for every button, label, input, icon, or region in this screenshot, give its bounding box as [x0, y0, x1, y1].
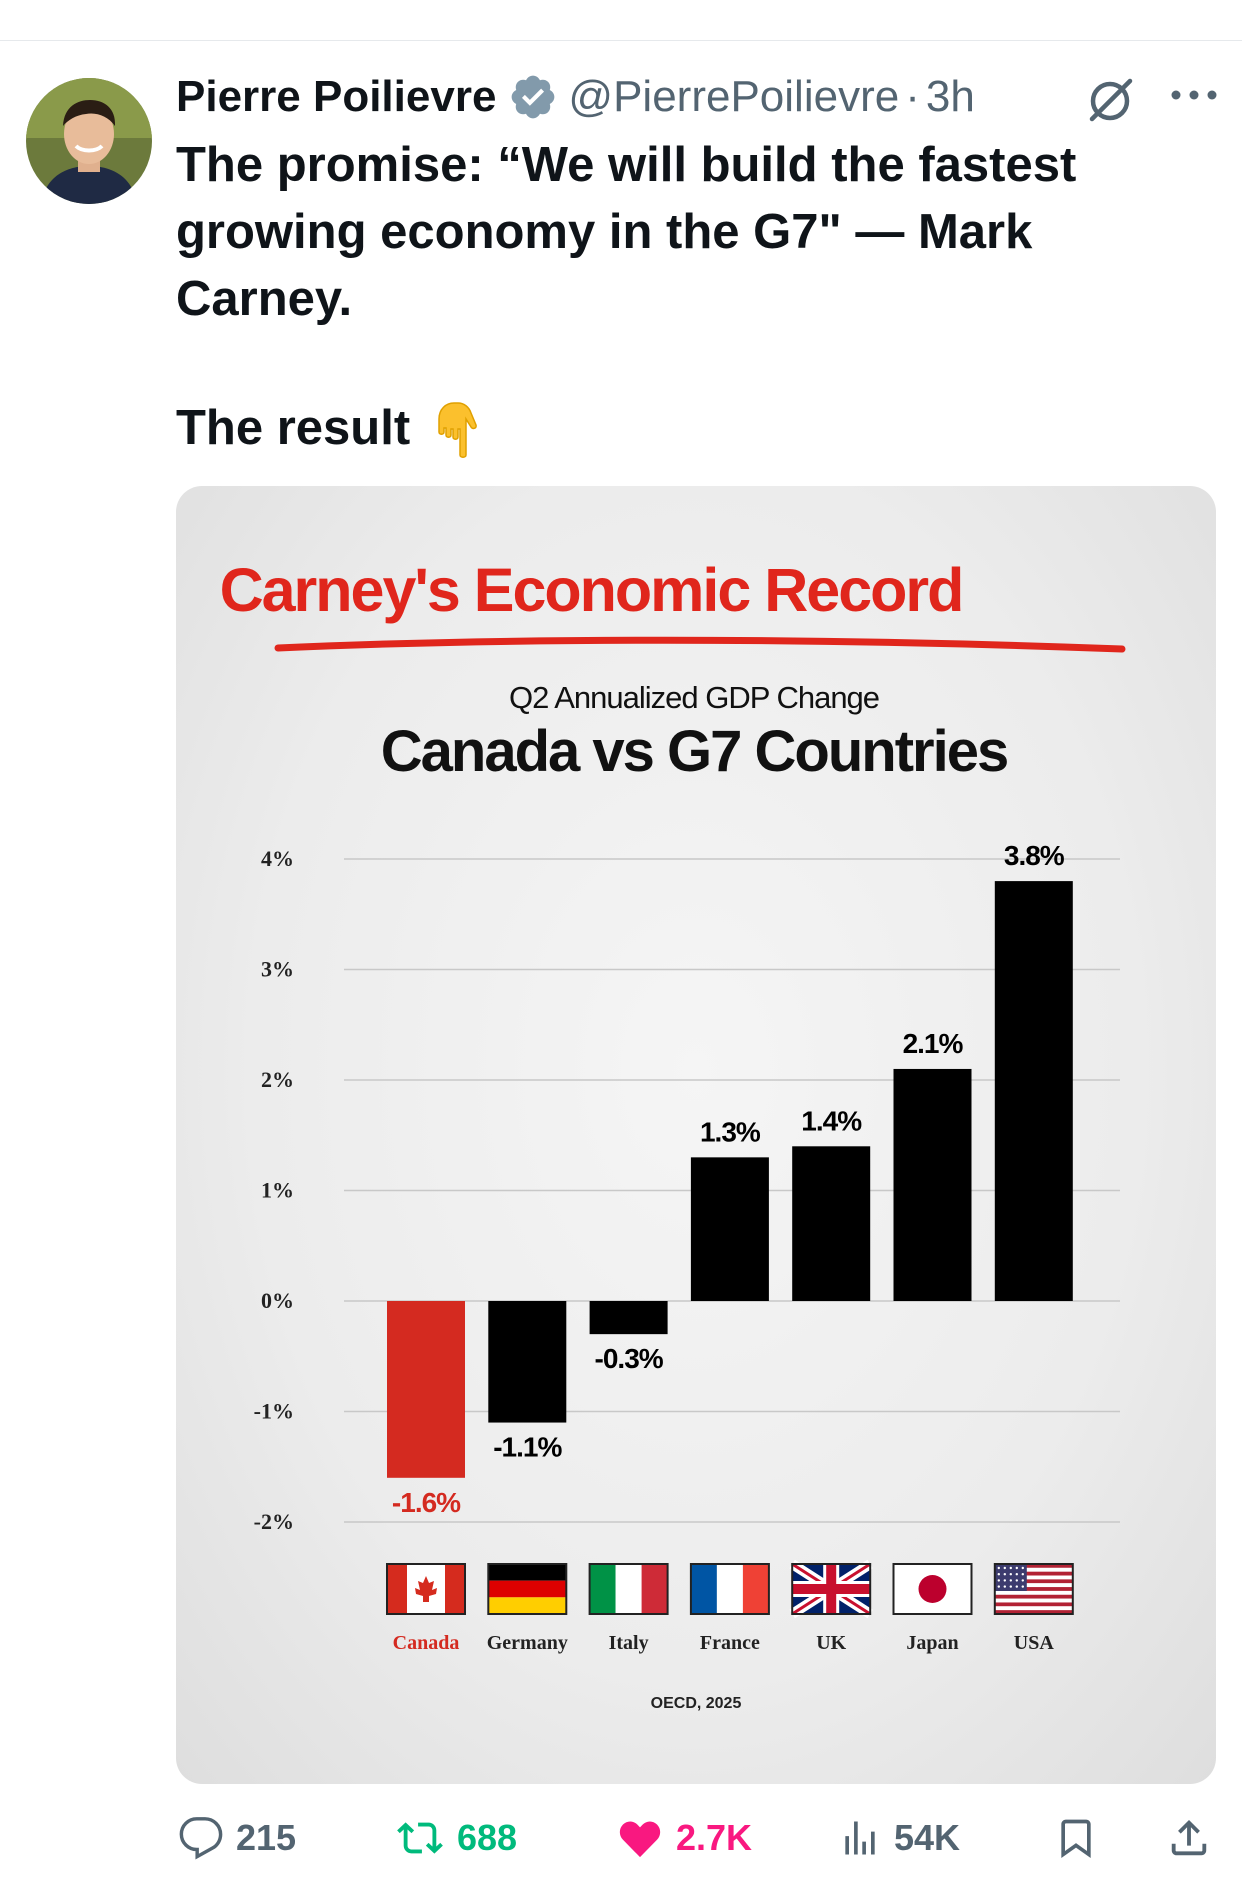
bar-chart: Carney's Economic Record Q2 Annualized G…: [220, 556, 1126, 1712]
y-tick-label: -1%: [254, 1399, 294, 1424]
bar-usa: [994, 881, 1073, 1301]
bar-value-label: 1.4%: [801, 1105, 862, 1136]
y-tick-label: 0%: [261, 1288, 294, 1313]
repost-button[interactable]: 688: [395, 1808, 517, 1868]
view-count: 54K: [894, 1817, 961, 1858]
tweet-text: The promise: “We will build the fastest …: [176, 132, 1186, 333]
chart-card[interactable]: Carney's Economic Record Q2 Annualized G…: [176, 486, 1216, 1784]
top-divider: [0, 40, 1242, 41]
like-button[interactable]: 2.7K: [616, 1808, 752, 1868]
y-tick-label: 1%: [261, 1178, 294, 1203]
views-icon: [845, 1821, 875, 1855]
author-handle[interactable]: @PierrePoilievre: [568, 72, 900, 121]
chart-title: Carney's Economic Record: [220, 556, 963, 624]
reply-icon: [179, 1817, 223, 1860]
germany-flag: [487, 1563, 568, 1615]
grok-icon[interactable]: [1082, 72, 1138, 128]
category-label: UK: [816, 1632, 846, 1654]
result-line: The result: [176, 396, 484, 460]
y-tick-label: 2%: [261, 1067, 294, 1092]
avatar[interactable]: [26, 78, 152, 204]
repost-count: 688: [457, 1817, 518, 1858]
pointing-down-emoji: [432, 397, 484, 459]
bar-value-label: -1.6%: [392, 1487, 461, 1518]
usa-flag: [993, 1563, 1074, 1615]
bar-japan: [893, 1068, 972, 1301]
bar-italy: [589, 1301, 668, 1335]
italy-flag: [588, 1563, 669, 1615]
canada-flag: [386, 1563, 466, 1615]
y-tick-label: 4%: [261, 846, 294, 871]
repost-icon: [397, 1822, 443, 1854]
category-label: Germany: [487, 1632, 568, 1654]
bar-germany: [488, 1301, 567, 1423]
share-icon: [1171, 1819, 1207, 1856]
bookmark-icon: [1061, 1819, 1091, 1859]
result-text: The result: [176, 401, 411, 455]
tweet-text-line: The promise: “We will build the fastest: [176, 138, 1077, 192]
bar-value-label: 2.1%: [903, 1028, 964, 1059]
bookmark-button[interactable]: [1054, 1808, 1110, 1868]
japan-flag: [892, 1563, 973, 1615]
category-label: Canada: [393, 1632, 460, 1654]
chart-source: OECD, 2025: [651, 1695, 742, 1712]
y-tick-label: 3%: [261, 957, 294, 982]
verified-badge-icon: [508, 72, 558, 122]
reply-count: 215: [236, 1817, 297, 1858]
action-bar: 215 688 2.7K 54K: [0, 1808, 1242, 1868]
bar-value-label: -0.3%: [595, 1343, 664, 1374]
separator-dot: ·: [905, 72, 920, 121]
category-label: Italy: [609, 1632, 649, 1654]
category-label: France: [700, 1632, 760, 1654]
category-label: USA: [1014, 1632, 1055, 1654]
bar-canada: [387, 1301, 465, 1478]
bar-value-label: 1.3%: [700, 1116, 761, 1147]
bar-value-label: -1.1%: [493, 1432, 562, 1463]
bar-uk: [792, 1146, 871, 1301]
more-options-icon[interactable]: [1166, 80, 1222, 110]
chart-heading: Canada vs G7 Countries: [381, 719, 1007, 784]
tweet-text-line: Carney.: [176, 272, 353, 326]
category-label: Japan: [906, 1632, 958, 1654]
y-tick-label: -2%: [254, 1509, 294, 1534]
tweet-text-line: growing economy in the G7" — Mark: [176, 205, 1033, 259]
bar-france: [690, 1157, 769, 1301]
post-time[interactable]: 3h: [925, 72, 975, 121]
like-icon: [619, 1821, 661, 1858]
tweet-header: Pierre Poilievre @PierrePoilievre · 3h: [176, 72, 975, 122]
views-button[interactable]: 54K: [838, 1808, 960, 1868]
france-flag: [689, 1563, 770, 1615]
like-count: 2.7K: [676, 1817, 753, 1858]
chart-subtitle: Q2 Annualized GDP Change: [509, 680, 879, 715]
bar-value-label: 3.8%: [1004, 840, 1065, 871]
author-name[interactable]: Pierre Poilievre: [176, 72, 497, 121]
share-button[interactable]: [1166, 1808, 1224, 1868]
title-underline: [274, 636, 1126, 653]
reply-button[interactable]: 215: [178, 1808, 296, 1868]
uk-flag: [789, 1559, 873, 1619]
